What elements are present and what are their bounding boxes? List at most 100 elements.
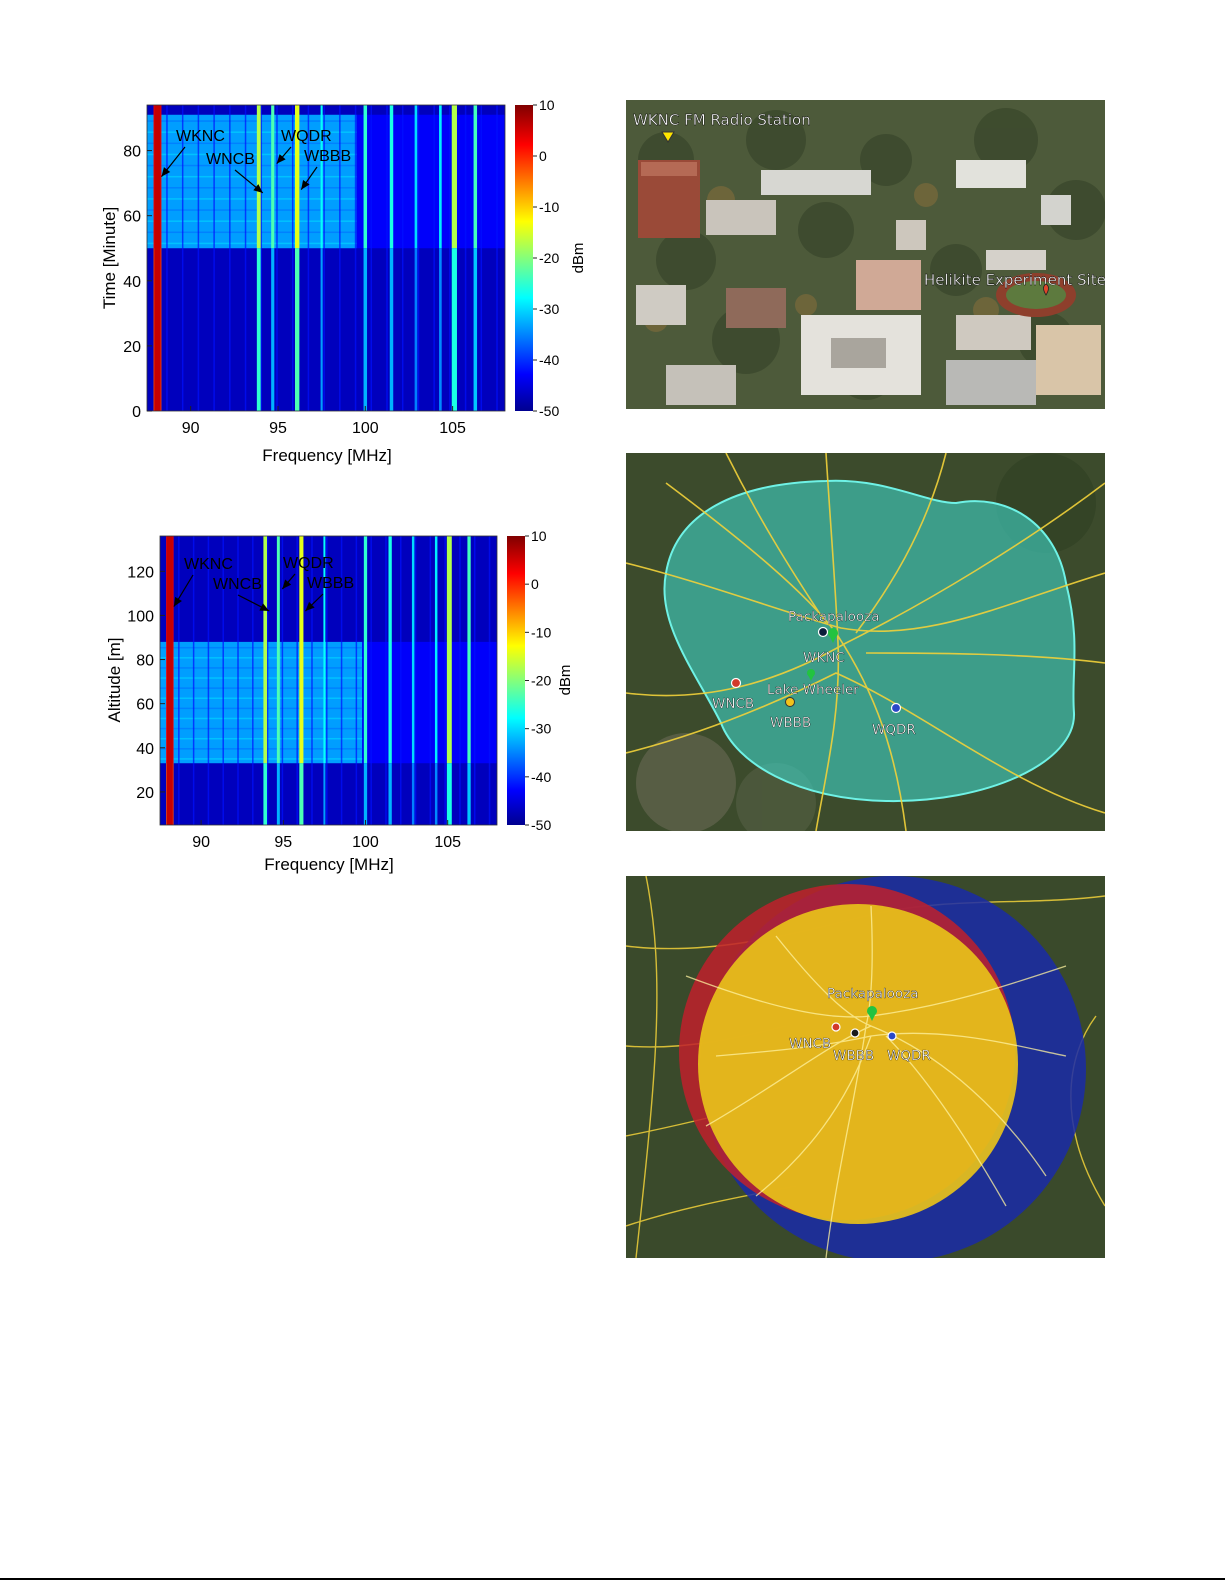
y-tick-label: 80: [136, 653, 154, 670]
colorbar-tick-label: -30: [539, 301, 559, 317]
colorbar-tick-label: -20: [539, 250, 559, 266]
coverage-area: [663, 479, 1076, 803]
colorbar-ticks: 10 0 -10 -20 -30 -40 -50: [533, 97, 559, 419]
y-tick-label: 80: [123, 144, 141, 161]
colorbar-tick-label: 0: [539, 148, 547, 164]
pin-wqdr-icon: [890, 702, 902, 714]
y-tick-label: 60: [136, 697, 154, 714]
annotations: WKNC WNCB WQDR WBBB: [161, 128, 351, 194]
coverage-map-stations: Packapalooza WNCB WBBB WQDR: [626, 876, 1105, 1258]
colorbar-tick-label: 10: [531, 528, 547, 544]
annotation-wncb: WNCB: [206, 151, 264, 194]
label-wqdr: WQDR: [887, 1048, 931, 1064]
coverage-map-wknc: Packapalooza WKNC Lake Wheeler WNCB WBBB…: [626, 453, 1105, 831]
annotation-wknc: WKNC: [161, 128, 225, 177]
x-tick-label: 90: [182, 420, 200, 437]
colorbar-tick-label: -10: [539, 199, 559, 215]
svg-text:WQDR: WQDR: [283, 555, 334, 572]
colorbar-tick-label: -40: [531, 769, 551, 785]
roads: [626, 453, 1105, 831]
y-tick-label: 0: [132, 404, 141, 421]
colorbar: [515, 105, 533, 411]
site-pin-icon: [1043, 283, 1049, 296]
annotation-wknc: WKNC: [173, 556, 233, 607]
svg-text:WKNC: WKNC: [184, 556, 233, 573]
label-wbbb: WBBB: [833, 1048, 874, 1064]
annotation-wqdr: WQDR: [276, 128, 332, 164]
label-wncb: WNCB: [712, 696, 754, 712]
page-bottom-rule: [0, 1578, 1225, 1580]
heatmap-area: [147, 105, 505, 411]
y-axis-label: Time [Minute]: [100, 207, 119, 309]
x-tick-label: 105: [439, 420, 466, 437]
colorbar-tick-label: -30: [531, 721, 551, 737]
pin-wncb-icon: [730, 677, 742, 689]
y-axis-label: Altitude [m]: [105, 637, 124, 722]
colorbar-ticks: 10 0 -10 -20 -30 -40 -50: [525, 528, 551, 833]
colorbar-tick-label: -40: [539, 352, 559, 368]
pin-wknc-icon: [828, 628, 838, 643]
x-axis-label: Frequency [MHz]: [264, 855, 393, 874]
svg-text:WBBB: WBBB: [307, 575, 354, 592]
y-tick-label: 20: [123, 339, 141, 356]
x-tick-label: 95: [274, 834, 292, 851]
heatmap-area: [160, 536, 497, 825]
roads: [685, 905, 1067, 1258]
label-wbbb: WBBB: [770, 715, 811, 731]
axes: 90 95 100 105 0 20 40 60 80: [123, 104, 506, 437]
axes: 90 95 100 105 20 40 60 80 100 120: [127, 535, 498, 851]
buildings: [636, 160, 1101, 405]
station-label: WKNC FM Radio Station: [633, 111, 811, 129]
svg-text:WBBB: WBBB: [304, 148, 351, 165]
y-tick-label: 60: [123, 209, 141, 226]
aerial-photo: WKNC FM Radio Station Helikite Experimen…: [626, 100, 1105, 409]
label-wknc: WKNC: [803, 650, 845, 666]
annotation-wbbb: WBBB: [304, 575, 354, 612]
pin-lake-wheeler-icon: [807, 669, 815, 681]
annotation-wbbb: WBBB: [300, 148, 351, 190]
label-wncb: WNCB: [789, 1036, 831, 1052]
y-tick-label: 20: [136, 785, 154, 802]
colorbar-tick-label: 0: [531, 576, 539, 592]
colorbar-tick-label: 10: [539, 97, 555, 113]
x-tick-label: 90: [192, 834, 210, 851]
label-packapalooza: Packapalooza: [827, 986, 919, 1002]
svg-text:WNCB: WNCB: [213, 576, 262, 593]
pin-wbbb-icon: [785, 697, 795, 707]
annotations: WKNC WNCB WQDR WBBB: [173, 555, 354, 612]
pin-wncb-icon: [831, 1022, 841, 1032]
station-marker-icon: [661, 131, 675, 143]
x-tick-label: 100: [352, 420, 379, 437]
colorbar-tick-label: -20: [531, 673, 551, 689]
annotation-wncb: WNCB: [213, 576, 270, 612]
pin-wqdr-icon: [887, 1031, 897, 1041]
site-label: Helikite Experiment Site: [924, 271, 1105, 289]
y-tick-label: 100: [127, 608, 154, 625]
y-tick-label: 120: [127, 564, 154, 581]
svg-text:WQDR: WQDR: [281, 128, 332, 145]
x-tick-label: 100: [352, 834, 379, 851]
pin-packapalooza-icon: [817, 626, 829, 638]
coverage-wbbb: [698, 904, 1018, 1224]
x-tick-label: 95: [269, 420, 287, 437]
label-packapalooza: Packapalooza: [788, 609, 880, 625]
x-tick-label: 105: [434, 834, 461, 851]
annotation-wqdr: WQDR: [281, 555, 334, 590]
colorbar-tick-label: -50: [539, 403, 559, 419]
colorbar-tick-label: -10: [531, 624, 551, 640]
x-axis-label: Frequency [MHz]: [262, 446, 391, 465]
label-lake-wheeler: Lake Wheeler: [767, 682, 859, 698]
pin-packapalooza-icon: [867, 1006, 877, 1021]
pin-wbbb-icon: [850, 1028, 860, 1038]
colorbar-label: dBm: [570, 243, 587, 274]
colorbar: [507, 536, 525, 825]
y-tick-label: 40: [123, 274, 141, 291]
svg-text:WNCB: WNCB: [206, 151, 255, 168]
colorbar-tick-label: -50: [531, 817, 551, 833]
colorbar-label: dBm: [557, 665, 574, 696]
svg-text:WKNC: WKNC: [176, 128, 225, 145]
y-tick-label: 40: [136, 741, 154, 758]
label-wqdr: WQDR: [872, 722, 916, 738]
